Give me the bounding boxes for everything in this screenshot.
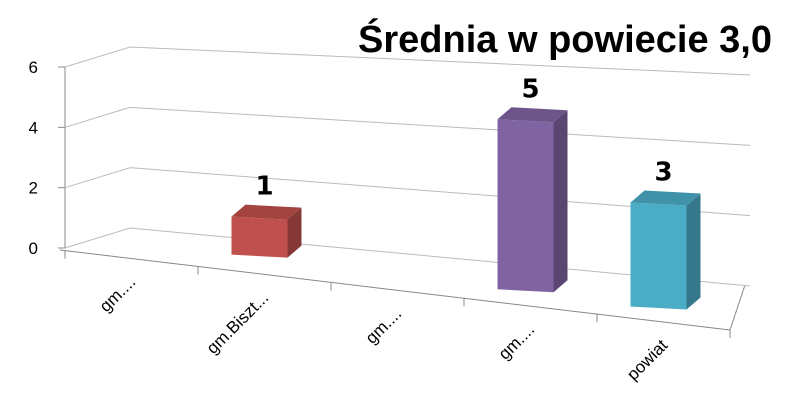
- bar-front: [497, 119, 554, 293]
- data-label: 5: [521, 74, 539, 104]
- bar-top: [231, 204, 302, 220]
- y-tick-label: 0: [29, 239, 38, 258]
- chart-title: Średnia w powiecie 3,0: [358, 17, 772, 61]
- bar-side: [686, 193, 701, 310]
- y-tick-label: 4: [29, 118, 38, 137]
- grid-line: [64, 46, 751, 76]
- data-label: 3: [654, 158, 672, 188]
- grid-line: [64, 106, 751, 146]
- x-tick-label: gm....: [362, 304, 405, 347]
- bar-front: [231, 216, 288, 258]
- x-axis: [59, 249, 731, 331]
- y-tick-label: 6: [29, 58, 38, 77]
- bar: [497, 107, 568, 293]
- bar: [630, 190, 701, 310]
- bar-side: [287, 207, 302, 258]
- floor-edge: [729, 284, 746, 331]
- bar: [231, 204, 302, 258]
- bar-side: [553, 110, 568, 293]
- bar-front: [630, 202, 687, 310]
- bar-top: [497, 107, 568, 123]
- x-tick-label: gm....: [96, 272, 139, 315]
- bar-top: [630, 190, 701, 206]
- x-tick-label: powiat: [623, 336, 671, 384]
- data-label: 1: [255, 172, 273, 202]
- x-tick-label: gm.Biszt...: [203, 288, 273, 358]
- y-tick-label: 2: [29, 179, 38, 198]
- x-tick-label: gm....: [495, 320, 538, 363]
